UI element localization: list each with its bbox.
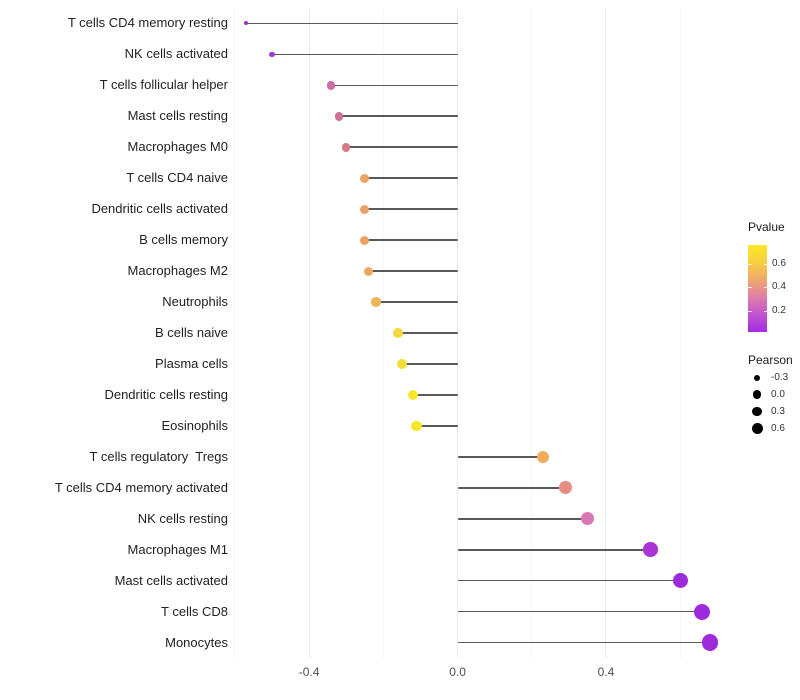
lollipop-stem <box>338 115 458 118</box>
x-axis-tick-label: -0.4 <box>298 665 320 679</box>
lollipop-dot <box>411 420 422 432</box>
lollipop-stem <box>401 363 458 365</box>
pvalue-tick-label: 0.4 <box>772 281 786 293</box>
lollipop-dot <box>371 297 381 307</box>
pvalue-colorbar <box>748 245 767 332</box>
gridline-minor <box>382 8 384 658</box>
lollipop-stem <box>398 332 458 334</box>
pearson-size-key-label: -0.3 <box>771 372 789 383</box>
lollipop-dot <box>701 634 718 651</box>
pearson-size-key-label: 0.3 <box>771 405 785 417</box>
gridline-minor <box>234 8 236 658</box>
pvalue-tick-mark <box>763 310 768 312</box>
lollipop-stem <box>457 486 566 489</box>
gridline-major <box>457 8 459 658</box>
y-axis-label: T cells CD4 memory resting <box>67 15 228 31</box>
lollipop-dot <box>407 389 419 401</box>
lollipop-stem <box>331 84 458 87</box>
lollipop-dot <box>327 81 336 90</box>
y-axis-label: Macrophages M0 <box>127 139 228 155</box>
pearson-size-key-circle <box>752 406 762 417</box>
y-axis-label: Monocytes <box>165 634 228 650</box>
y-axis-label: B cells memory <box>139 232 228 248</box>
lollipop-stem <box>457 641 710 644</box>
pearson-size-key-circle <box>752 390 762 399</box>
lollipop-dot <box>393 328 404 338</box>
lollipop-stem <box>271 53 458 56</box>
y-axis-label: T cells CD4 memory activated <box>54 479 228 495</box>
legend-pvalue-title: Pvalue <box>748 220 785 234</box>
y-axis-label: T cells regulatory Tregs <box>89 448 228 464</box>
lollipop-stem <box>413 394 458 396</box>
pearson-size-key-circle <box>751 423 763 434</box>
gridline-major <box>308 8 310 658</box>
plot-panel <box>233 8 737 658</box>
lollipop-stem <box>364 239 458 241</box>
y-axis-label: T cells CD4 naive <box>126 170 228 186</box>
pvalue-tick-mark <box>763 287 768 289</box>
pvalue-tick-label: 0.2 <box>772 304 786 316</box>
pvalue-tick-mark <box>748 263 752 265</box>
lollipop-dot <box>360 173 370 183</box>
lollipop-stem <box>457 579 681 582</box>
pvalue-tick-label: 0.6 <box>772 257 786 269</box>
pvalue-tick-mark <box>748 310 752 312</box>
lollipop-stem <box>375 301 458 303</box>
gridline-minor <box>531 8 533 658</box>
lollipop-dot <box>694 603 711 620</box>
y-axis-label: Neutrophils <box>162 294 228 310</box>
pvalue-tick-mark <box>748 287 752 289</box>
lollipop-dot <box>360 235 370 245</box>
y-axis-label: Macrophages M1 <box>127 541 228 557</box>
y-axis-label: NK cells resting <box>137 510 228 526</box>
lollipop-dot <box>396 358 407 369</box>
lollipop-stem <box>346 146 458 149</box>
pearson-size-key-circle <box>753 374 761 382</box>
lollipop-dot <box>269 51 275 58</box>
pvalue-tick-mark <box>763 263 768 265</box>
y-axis-label: Macrophages M2 <box>127 263 228 279</box>
lollipop-stem <box>364 208 458 211</box>
y-axis-label: Dendritic cells resting <box>104 386 228 402</box>
lollipop-dot <box>363 266 373 276</box>
lollipop-stem <box>457 610 703 613</box>
lollipop-dot <box>672 572 688 589</box>
y-axis-label: Mast cells activated <box>114 572 228 588</box>
lollipop-dot <box>341 142 351 152</box>
lollipop-dot <box>643 542 658 557</box>
y-axis-label: Eosinophils <box>161 417 229 433</box>
lollipop-stem <box>416 425 458 427</box>
lollipop-stem <box>457 455 543 458</box>
lollipop-dot <box>536 450 549 463</box>
lollipop-dot <box>360 204 370 214</box>
lollipop-dot <box>558 481 572 495</box>
lollipop-stem <box>245 22 458 25</box>
y-axis-label: T cells follicular helper <box>99 77 228 93</box>
y-axis-label: Dendritic cells activated <box>91 201 228 217</box>
x-axis-tick-label: 0.0 <box>449 665 466 679</box>
lollipop-dot <box>334 112 343 121</box>
lollipop-stem <box>457 517 588 520</box>
pearson-size-key-label: 0.6 <box>771 422 785 434</box>
y-axis-label: B cells naive <box>155 325 228 340</box>
y-axis-label: Mast cells resting <box>127 108 228 124</box>
lollipop-dot <box>243 21 248 26</box>
gridline-minor <box>679 8 681 658</box>
legend-pearson-title: Pearson <box>748 353 793 367</box>
lollipop-stem <box>364 177 458 180</box>
lollipop-dot <box>580 512 595 526</box>
x-axis-tick-label: 0.4 <box>597 665 615 679</box>
gridline-major <box>605 8 607 658</box>
y-axis-label: Plasma cells <box>155 355 228 371</box>
lollipop-stem <box>368 270 458 272</box>
lollipop-stem <box>457 548 651 551</box>
y-axis-label: NK cells activated <box>124 46 228 62</box>
pearson-size-key-label: 0.0 <box>771 388 785 400</box>
y-axis-label: T cells CD8 <box>161 603 228 619</box>
